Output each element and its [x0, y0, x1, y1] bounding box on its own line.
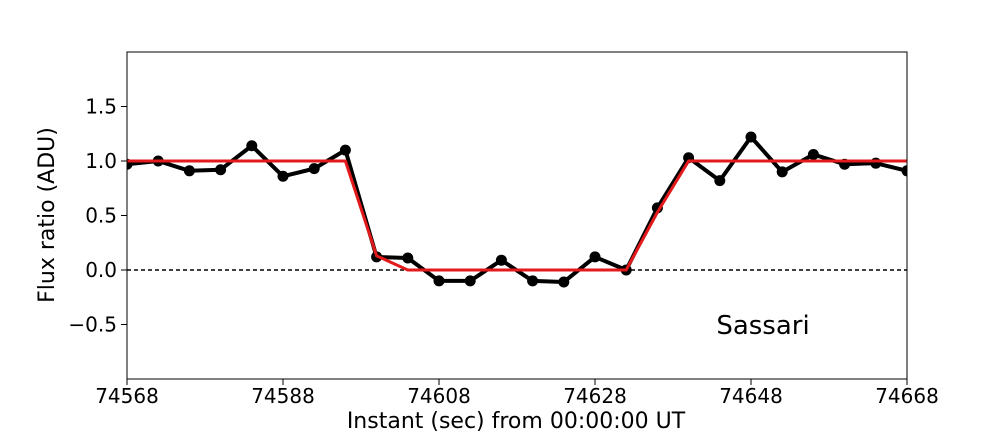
observed-data-point	[714, 175, 726, 187]
observed-data-point	[527, 275, 539, 287]
y-tick-label: −0.5	[68, 313, 117, 337]
model-series-line	[127, 159, 907, 272]
observed-data-point	[339, 144, 351, 156]
observed-data-point	[433, 275, 445, 287]
observed-data-point	[495, 254, 507, 266]
x-tick-label: 74608	[407, 384, 471, 408]
observed-data-point	[558, 276, 570, 288]
observed-series-line	[127, 135, 907, 284]
observed-data-point	[745, 131, 757, 143]
observed-data-point	[901, 165, 907, 177]
plot-area	[126, 51, 908, 380]
observed-data-point	[464, 275, 476, 287]
observed-data-point	[402, 252, 414, 264]
observed-data-point	[776, 166, 788, 178]
observed-data-point	[589, 251, 601, 263]
y-axis-ticks: −0.5 0.0 0.5 1.0 1.5	[68, 95, 127, 337]
y-tick-label: 0.0	[85, 258, 117, 282]
x-axis-label: Instant (sec) from 00:00:00 UT	[347, 409, 686, 432]
observed-data-point	[277, 170, 289, 182]
y-tick-label: 1.0	[85, 149, 117, 173]
observed-data-point	[246, 140, 258, 152]
x-axis-ticks: 74568 74588 74608 74628 74648 74668	[95, 379, 939, 408]
x-tick-label: 74668	[875, 384, 939, 408]
x-tick-label: 74588	[251, 384, 315, 408]
y-tick-label: 1.5	[85, 95, 117, 119]
observed-data-point	[215, 164, 227, 176]
chart-annotation: Sassari	[716, 311, 809, 341]
x-tick-label: 74648	[719, 384, 783, 408]
y-axis-label: Flux ratio (ADU)	[35, 127, 60, 303]
observed-data-point	[870, 157, 882, 169]
x-tick-label: 74628	[563, 384, 627, 408]
series-group	[127, 131, 907, 288]
observed-data-point	[308, 163, 320, 175]
observed-data-point	[807, 148, 819, 160]
y-tick-label: 0.5	[85, 204, 117, 228]
observed-data-point	[183, 165, 195, 177]
x-tick-label: 74568	[95, 384, 159, 408]
